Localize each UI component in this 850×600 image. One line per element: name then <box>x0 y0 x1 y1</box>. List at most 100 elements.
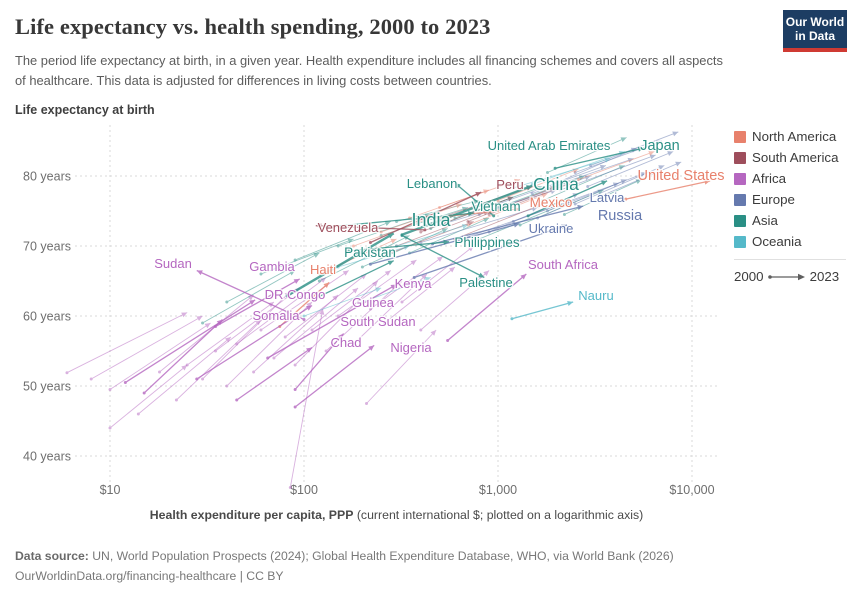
country-label-nigeria[interactable]: Nigeria <box>389 339 433 357</box>
trajectory[interactable] <box>419 270 490 332</box>
trajectory[interactable] <box>511 157 611 190</box>
chart-subtitle: The period life expectancy at birth, in … <box>15 53 723 88</box>
country-label-latvia[interactable]: Latvia <box>588 189 626 207</box>
trajectory-sudan[interactable] <box>196 269 306 321</box>
country-label-peru[interactable]: Peru <box>495 176 525 194</box>
trajectory[interactable] <box>302 287 382 318</box>
trajectory-pakistan[interactable] <box>317 260 394 298</box>
legend-item-northamerica[interactable]: North America <box>734 129 846 144</box>
trajectory[interactable] <box>379 221 474 258</box>
country-label-sudan[interactable]: Sudan <box>153 255 193 273</box>
footer: Data source: UN, World Population Prospe… <box>15 546 835 586</box>
country-label-china[interactable]: China <box>532 173 580 196</box>
trajectory[interactable] <box>487 182 572 216</box>
country-label-india[interactable]: India <box>410 209 453 232</box>
trajectory[interactable] <box>586 151 674 188</box>
trajectory[interactable] <box>496 164 607 206</box>
country-label-united-arab-emirates[interactable]: United Arab Emirates <box>486 137 612 155</box>
trajectory-united-arab-emirates[interactable] <box>526 180 608 218</box>
trajectory-guinea[interactable] <box>195 304 313 381</box>
trajectory[interactable] <box>559 154 656 192</box>
trajectory-nauru[interactable] <box>510 300 574 321</box>
trajectory-south-sudan[interactable] <box>293 333 345 392</box>
country-label-south-africa[interactable]: South Africa <box>527 256 600 274</box>
country-label-dr-congo[interactable]: DR Congo <box>263 286 326 304</box>
country-label-lebanon[interactable]: Lebanon <box>405 175 458 193</box>
trajectory-lebanon[interactable] <box>454 182 496 218</box>
trajectory-united-states[interactable] <box>624 179 711 201</box>
trajectory-russia[interactable] <box>412 224 568 279</box>
chart-canvas[interactable]: 40 years 50 years 60 years 70 years 80 years… <box>0 0 850 545</box>
trajectory[interactable] <box>383 266 456 325</box>
trajectory-chad[interactable] <box>235 346 313 402</box>
trajectory-venezuela[interactable] <box>315 223 427 232</box>
page-title: Life expectancy vs. health spending, 200… <box>15 14 491 39</box>
trajectory-japan[interactable] <box>553 146 644 170</box>
country-label-gambia[interactable]: Gambia <box>248 258 297 276</box>
country-label-russia[interactable]: Russia <box>597 207 645 226</box>
trajectory[interactable] <box>368 256 444 311</box>
trajectory[interactable] <box>259 270 349 332</box>
country-label-ukraine[interactable]: Ukraine <box>527 220 574 238</box>
trajectory[interactable] <box>577 150 655 181</box>
country-label-haiti[interactable]: Haiti <box>309 261 338 279</box>
country-label-venezuela[interactable]: Venezuela <box>316 219 380 237</box>
x-tick-label: $10 <box>100 483 121 497</box>
legend-item-africa[interactable]: Africa <box>734 171 846 186</box>
trajectory[interactable] <box>225 252 320 304</box>
country-label-guinea[interactable]: Guinea <box>351 294 396 312</box>
y-tick-label: 40 years <box>23 450 71 464</box>
range-end-year: 2023 <box>809 269 840 284</box>
trajectory[interactable] <box>108 364 188 430</box>
trajectory[interactable] <box>65 312 188 375</box>
trajectory[interactable] <box>310 270 392 332</box>
country-label-mexico[interactable]: Mexico <box>528 194 573 212</box>
country-label-kenya[interactable]: Kenya <box>393 275 433 293</box>
country-label-united-states[interactable]: United States <box>636 167 726 186</box>
trajectory-india[interactable] <box>285 232 395 298</box>
owid-logo[interactable]: Our World in Data <box>783 10 847 52</box>
legend-divider <box>734 259 846 260</box>
legend-item-asia[interactable]: Asia <box>734 213 846 228</box>
country-label-palestine[interactable]: Palestine <box>458 274 514 292</box>
trajectory[interactable] <box>597 161 682 199</box>
legend-swatch-oceania <box>734 235 746 248</box>
trajectory-somalia[interactable] <box>142 319 223 395</box>
legend-label: Europe <box>752 192 795 207</box>
trajectory[interactable] <box>573 165 665 206</box>
legend-swatch-northamerica <box>734 130 746 143</box>
legend-label: North America <box>752 129 837 144</box>
footer-url-link[interactable]: OurWorldinData.org/financing-healthcare <box>15 569 237 584</box>
trajectory[interactable] <box>400 245 475 304</box>
trajectory[interactable] <box>108 322 211 391</box>
trajectory[interactable] <box>136 336 232 416</box>
legend-item-southamerica[interactable]: South America <box>734 150 846 165</box>
y-tick-label: 70 years <box>23 240 71 254</box>
country-label-somalia[interactable]: Somalia <box>251 307 301 325</box>
country-label-vietnam[interactable]: Vietnam <box>470 198 522 216</box>
country-label-pakistan[interactable]: Pakistan <box>343 244 397 262</box>
trajectory-kenya[interactable] <box>266 283 397 360</box>
legend-item-europe[interactable]: Europe <box>734 192 846 207</box>
trajectory-south-africa[interactable] <box>446 273 527 342</box>
trajectory-palestine[interactable] <box>400 234 485 279</box>
legend-label: Oceania <box>752 234 802 249</box>
trajectory[interactable] <box>201 270 296 325</box>
trajectory-nigeria[interactable] <box>293 344 375 409</box>
legend-item-oceania[interactable]: Oceania <box>734 234 846 249</box>
country-label-chad[interactable]: Chad <box>329 334 363 352</box>
trajectory[interactable] <box>352 273 428 346</box>
country-label-south-sudan[interactable]: South Sudan <box>339 313 417 331</box>
trajectory-dr-congo[interactable] <box>123 299 256 384</box>
country-label-philippines[interactable]: Philippines <box>453 234 521 252</box>
country-label-japan[interactable]: Japan <box>639 137 681 156</box>
footer-license-link[interactable]: CC BY <box>246 569 284 584</box>
trajectory[interactable] <box>89 315 203 381</box>
footer-source-line: Data source: UN, World Population Prospe… <box>15 546 835 566</box>
trajectory-philippines[interactable] <box>347 239 450 253</box>
trajectory[interactable] <box>174 319 262 402</box>
legend-swatch-europe <box>734 193 746 206</box>
country-label-nauru[interactable]: Nauru <box>577 287 615 305</box>
footer-source-text: UN, World Population Prospects (2024); G… <box>88 549 674 563</box>
trajectory[interactable] <box>365 329 437 405</box>
